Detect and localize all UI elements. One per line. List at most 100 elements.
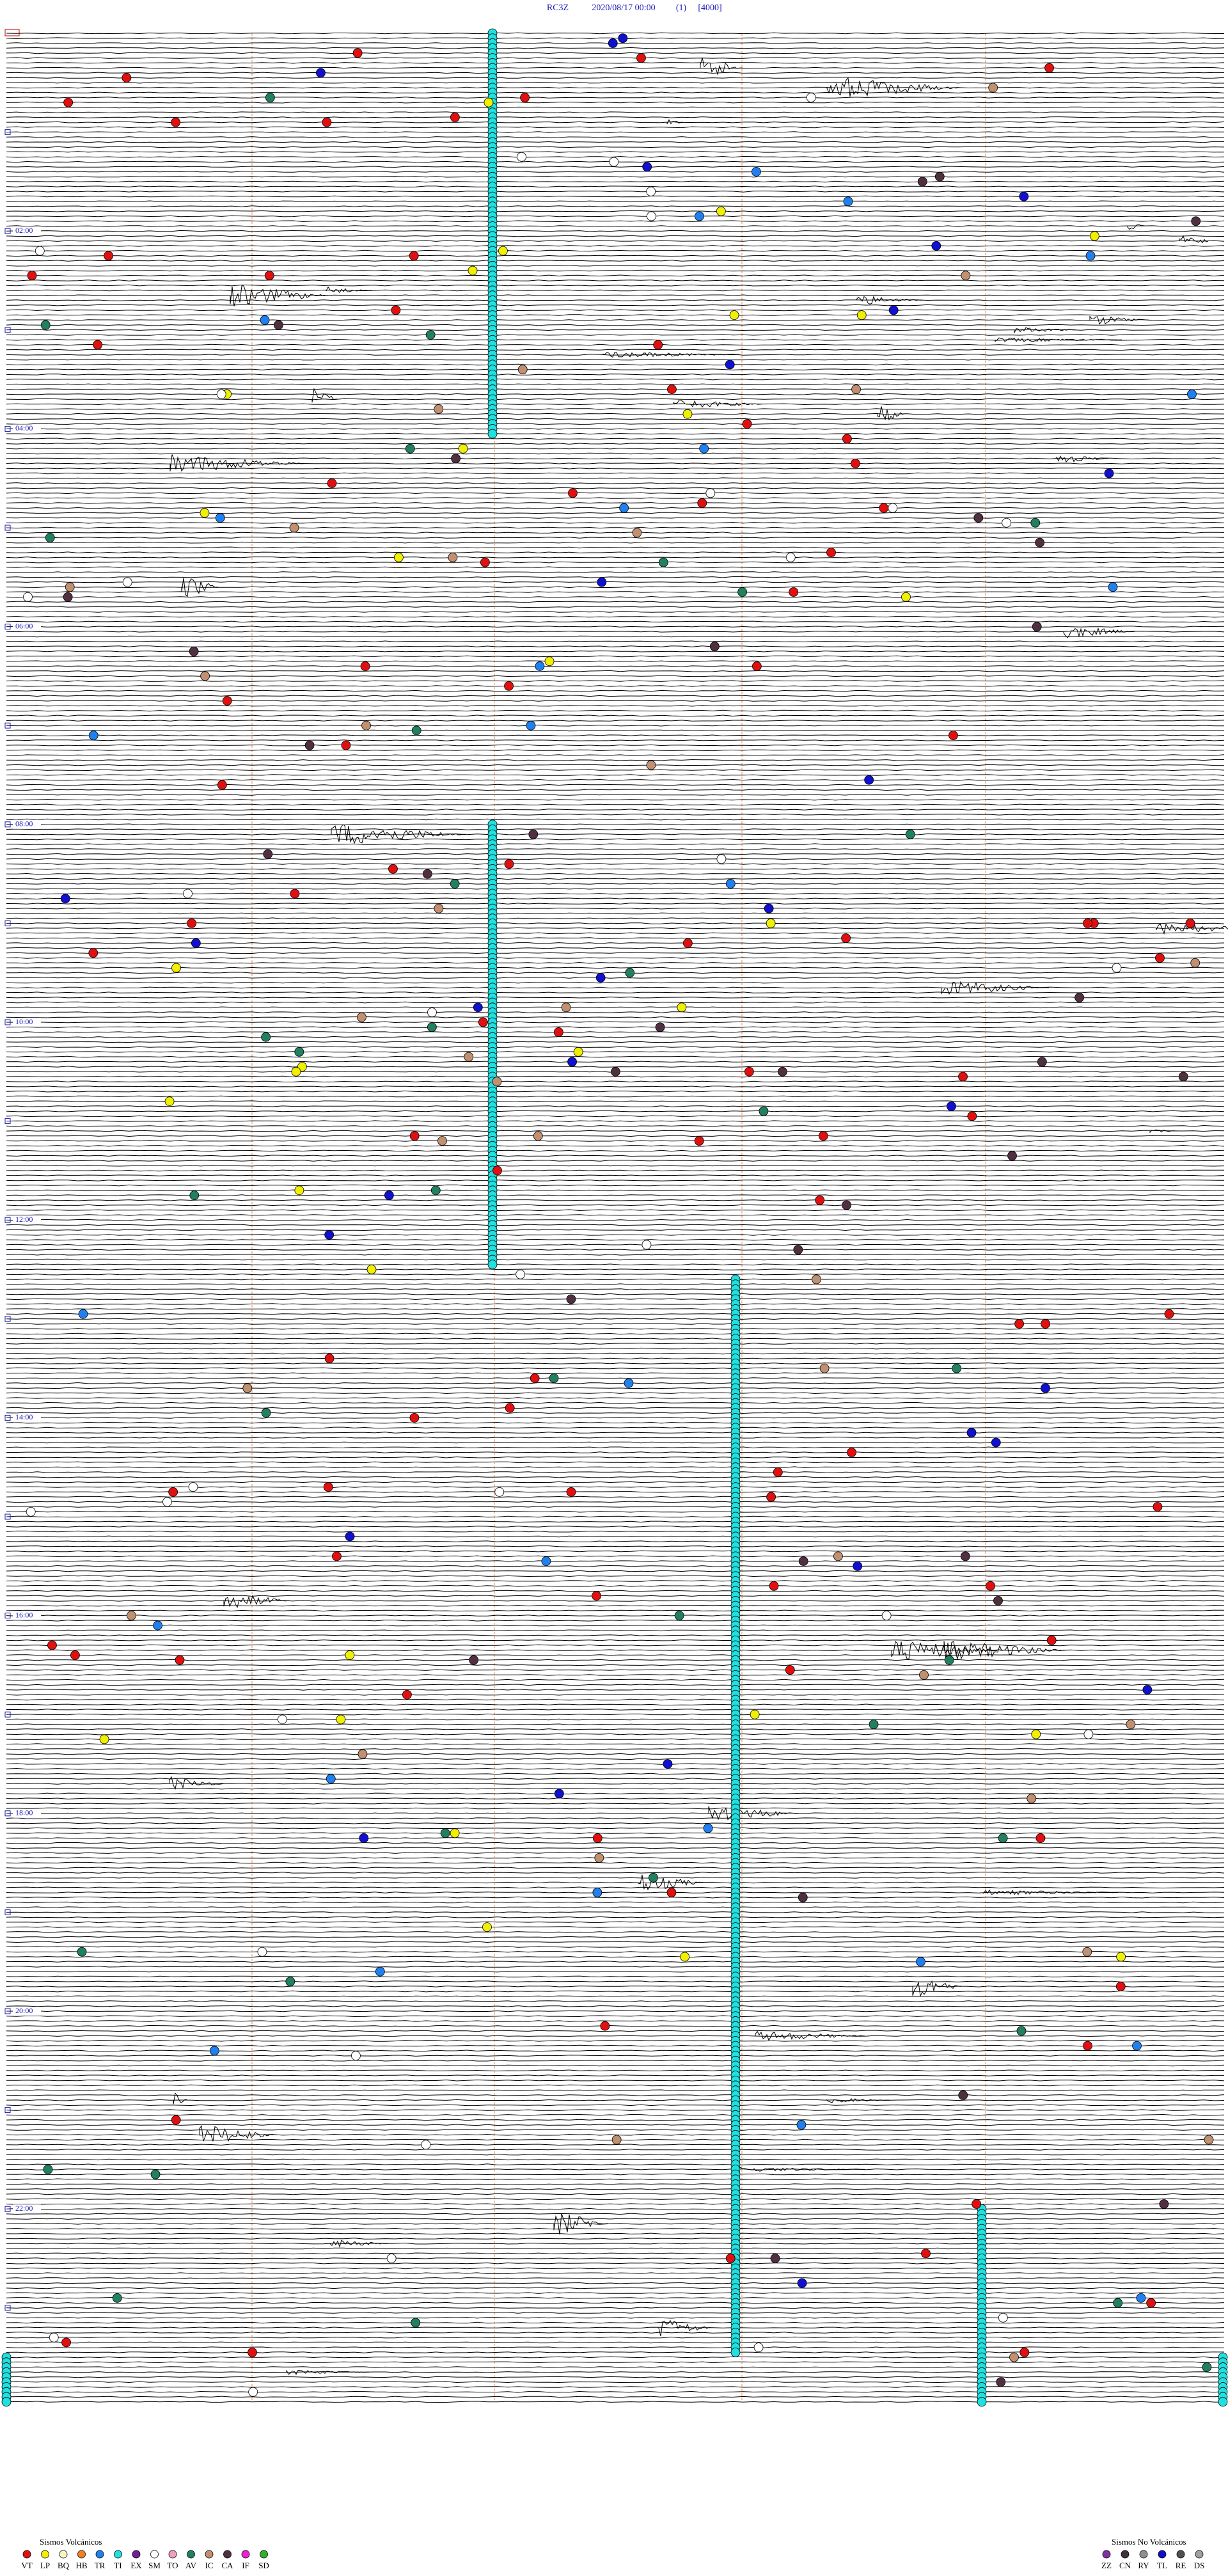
event-marker — [600, 2021, 610, 2031]
event-marker — [188, 1482, 198, 1492]
trace — [6, 1698, 1225, 1701]
trace — [6, 1995, 1225, 1998]
trace — [6, 467, 1225, 470]
trace — [6, 171, 1225, 173]
event-marker — [494, 1487, 505, 1497]
trace — [6, 403, 1225, 406]
burst — [700, 58, 743, 75]
event-marker — [568, 488, 578, 498]
trace — [6, 2129, 1224, 2131]
event-marker — [222, 696, 232, 706]
event-marker — [752, 167, 761, 177]
event-marker — [88, 948, 98, 958]
event-marker — [842, 434, 852, 444]
burst — [286, 2369, 369, 2375]
event-marker — [553, 1027, 563, 1037]
trace — [6, 2292, 1225, 2294]
trace — [6, 809, 1225, 810]
event-marker — [682, 938, 693, 948]
burst — [311, 388, 338, 403]
trace — [6, 2396, 1225, 2398]
event-marker — [375, 1966, 385, 1977]
trace — [6, 2188, 1225, 2190]
event-marker — [265, 93, 275, 102]
trace — [6, 1723, 1225, 1725]
legend-code: TI — [114, 2561, 122, 2570]
legend-code: IC — [205, 2561, 214, 2570]
trace — [6, 2050, 1225, 2052]
time-label: 14:00 — [15, 1412, 33, 1421]
event-marker — [345, 1531, 355, 1542]
trace — [6, 1990, 1225, 1993]
trace — [6, 2193, 1225, 2195]
trace — [6, 1950, 1225, 1953]
trace — [6, 2371, 1225, 2373]
event-marker — [171, 117, 181, 127]
event-marker — [1159, 2199, 1169, 2209]
trace — [6, 2124, 1225, 2126]
event-marker — [358, 1749, 368, 1759]
trace — [6, 1363, 1225, 1364]
trace — [6, 2227, 1225, 2230]
trace — [6, 546, 1225, 549]
event-marker — [191, 938, 201, 948]
trace — [6, 720, 1225, 722]
trace — [6, 650, 1225, 652]
trace — [6, 695, 1225, 697]
trace — [6, 848, 1225, 850]
bursts — [169, 58, 1228, 2375]
trace — [6, 1970, 1225, 1973]
event-marker — [323, 1482, 333, 1492]
burst — [941, 981, 1050, 995]
event-marker — [646, 760, 656, 770]
event-marker — [40, 320, 51, 330]
trace — [6, 2341, 1225, 2344]
burst — [331, 824, 466, 844]
legend-code: SM — [148, 2561, 161, 2570]
trace — [6, 338, 1225, 341]
datetime: 2020/08/17 00:00 — [592, 3, 655, 13]
event-marker — [730, 2347, 741, 2357]
label-bg — [13, 2204, 41, 2214]
event-marker — [901, 592, 911, 602]
trace — [6, 324, 1225, 326]
trace — [6, 2327, 1225, 2329]
event-marker — [294, 1047, 304, 1057]
trace — [6, 2302, 1225, 2304]
trace — [6, 1486, 1225, 1488]
event-marker — [769, 1581, 779, 1591]
trace — [6, 957, 1224, 959]
event-marker — [663, 1759, 673, 1769]
event-marker — [469, 1655, 479, 1665]
trace — [6, 1619, 1225, 1622]
trace — [6, 512, 1225, 514]
event-marker — [1218, 2397, 1228, 2407]
event-marker — [699, 443, 709, 454]
event-marker — [785, 1665, 795, 1675]
trace — [6, 52, 1225, 54]
event-marker — [448, 552, 458, 562]
trace — [6, 897, 1225, 900]
trace — [6, 111, 1225, 114]
event-marker — [78, 1309, 88, 1319]
event-marker — [63, 97, 74, 107]
trace — [6, 2213, 1225, 2215]
trace — [6, 1402, 1225, 1404]
trace — [6, 2316, 1225, 2319]
hour-box — [4, 920, 11, 926]
trace — [6, 1491, 1225, 1493]
trace — [6, 2069, 1225, 2072]
trace — [6, 264, 1225, 267]
trace — [6, 2094, 1225, 2096]
event-marker — [960, 1551, 970, 1561]
event-marker — [360, 661, 370, 671]
trace — [6, 1006, 1225, 1009]
event-marker — [1116, 1952, 1126, 1962]
event-marker — [677, 1002, 687, 1013]
trace — [6, 1506, 1225, 1508]
event-marker — [47, 1640, 57, 1650]
trace — [6, 2133, 1225, 2136]
event-marker — [492, 1166, 502, 1176]
trace — [6, 591, 1225, 593]
trace — [6, 873, 1225, 875]
